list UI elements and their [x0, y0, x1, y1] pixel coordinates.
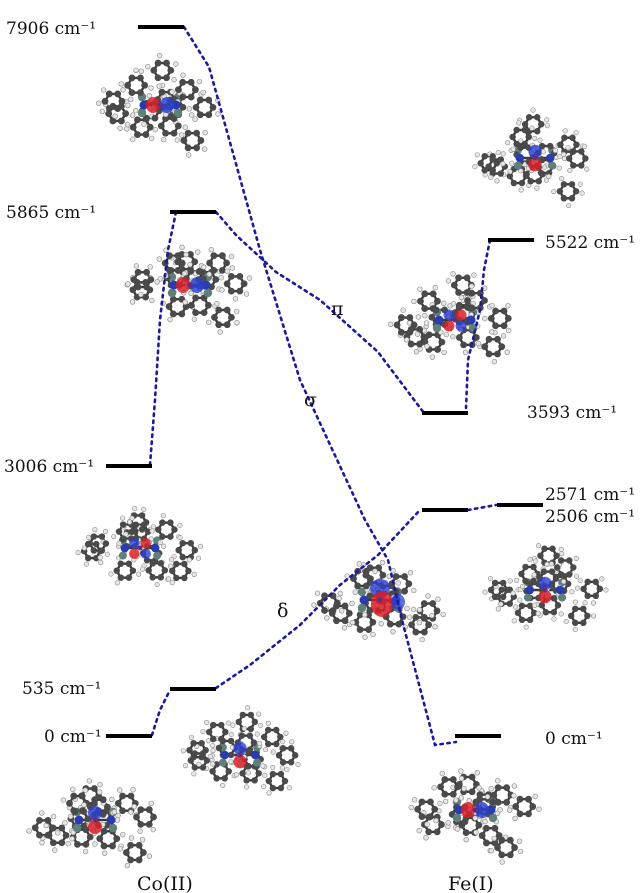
- molecule-fe-0: [408, 768, 542, 865]
- label-pi: π: [331, 298, 344, 320]
- molecule-fe-2506: [482, 543, 609, 633]
- molecule-co-7906: [95, 52, 221, 158]
- connector-7906-to-2506: [182, 25, 458, 747]
- label-co-3006: 3006 cm⁻¹: [4, 457, 94, 477]
- molecule-co-5865: [124, 244, 253, 335]
- column-labels: Co(II) Fe(I): [137, 873, 494, 893]
- label-fe-2506: 2506 cm⁻¹: [545, 507, 635, 527]
- label-co-0: 0 cm⁻¹: [44, 727, 102, 747]
- label-fe-3593: 3593 cm⁻¹: [527, 403, 617, 423]
- molecule-co-535: [180, 705, 301, 796]
- label-co-7906: 7906 cm⁻¹: [6, 19, 96, 39]
- label-fe-5522: 5522 cm⁻¹: [545, 233, 635, 253]
- connector-5865-to-3593: [214, 210, 426, 415]
- energy-levels: [106, 25, 543, 738]
- molecule-co-0: [26, 778, 157, 869]
- connector-2571-to-2506: [466, 503, 498, 512]
- interaction-labels: π σ δ: [277, 298, 344, 622]
- orbital-lobes: [528, 144, 542, 172]
- label-delta: δ: [277, 600, 288, 622]
- molecule-renderings: [26, 52, 609, 869]
- orbital-lobes: [88, 806, 102, 834]
- connector-5522-down: [464, 238, 492, 410]
- orbital-lobes: [146, 97, 174, 113]
- molecule-fe-2571: [311, 559, 446, 643]
- connector-5865-to-3006: [148, 210, 178, 467]
- molecule-fe-5522: [387, 271, 512, 365]
- label-co-5865: 5865 cm⁻¹: [6, 203, 96, 223]
- label-co-535: 535 cm⁻¹: [22, 679, 101, 699]
- connector-0-to-535: [150, 688, 172, 737]
- connector-535-to-2571: [214, 508, 422, 690]
- orbital-lobes: [176, 277, 204, 293]
- column-label-co: Co(II): [137, 873, 193, 893]
- orbital-lobes: [538, 576, 552, 604]
- column-label-fe: Fe(I): [448, 873, 494, 893]
- orbital-lobes: [233, 741, 247, 769]
- orbital-lobes: [129, 538, 151, 559]
- molecule-co-3006: [75, 505, 204, 588]
- orbital-lobes: [461, 802, 489, 818]
- orbital-lobes: [443, 309, 467, 332]
- label-sigma: σ: [304, 389, 317, 411]
- label-fe-0: 0 cm⁻¹: [545, 729, 603, 749]
- correlation-lines: [148, 25, 498, 747]
- energy-labels: 7906 cm⁻¹ 5865 cm⁻¹ 3006 cm⁻¹ 535 cm⁻¹ 0…: [4, 19, 635, 749]
- label-fe-2571: 2571 cm⁻¹: [545, 485, 635, 505]
- molecule-fe-top: [472, 107, 590, 209]
